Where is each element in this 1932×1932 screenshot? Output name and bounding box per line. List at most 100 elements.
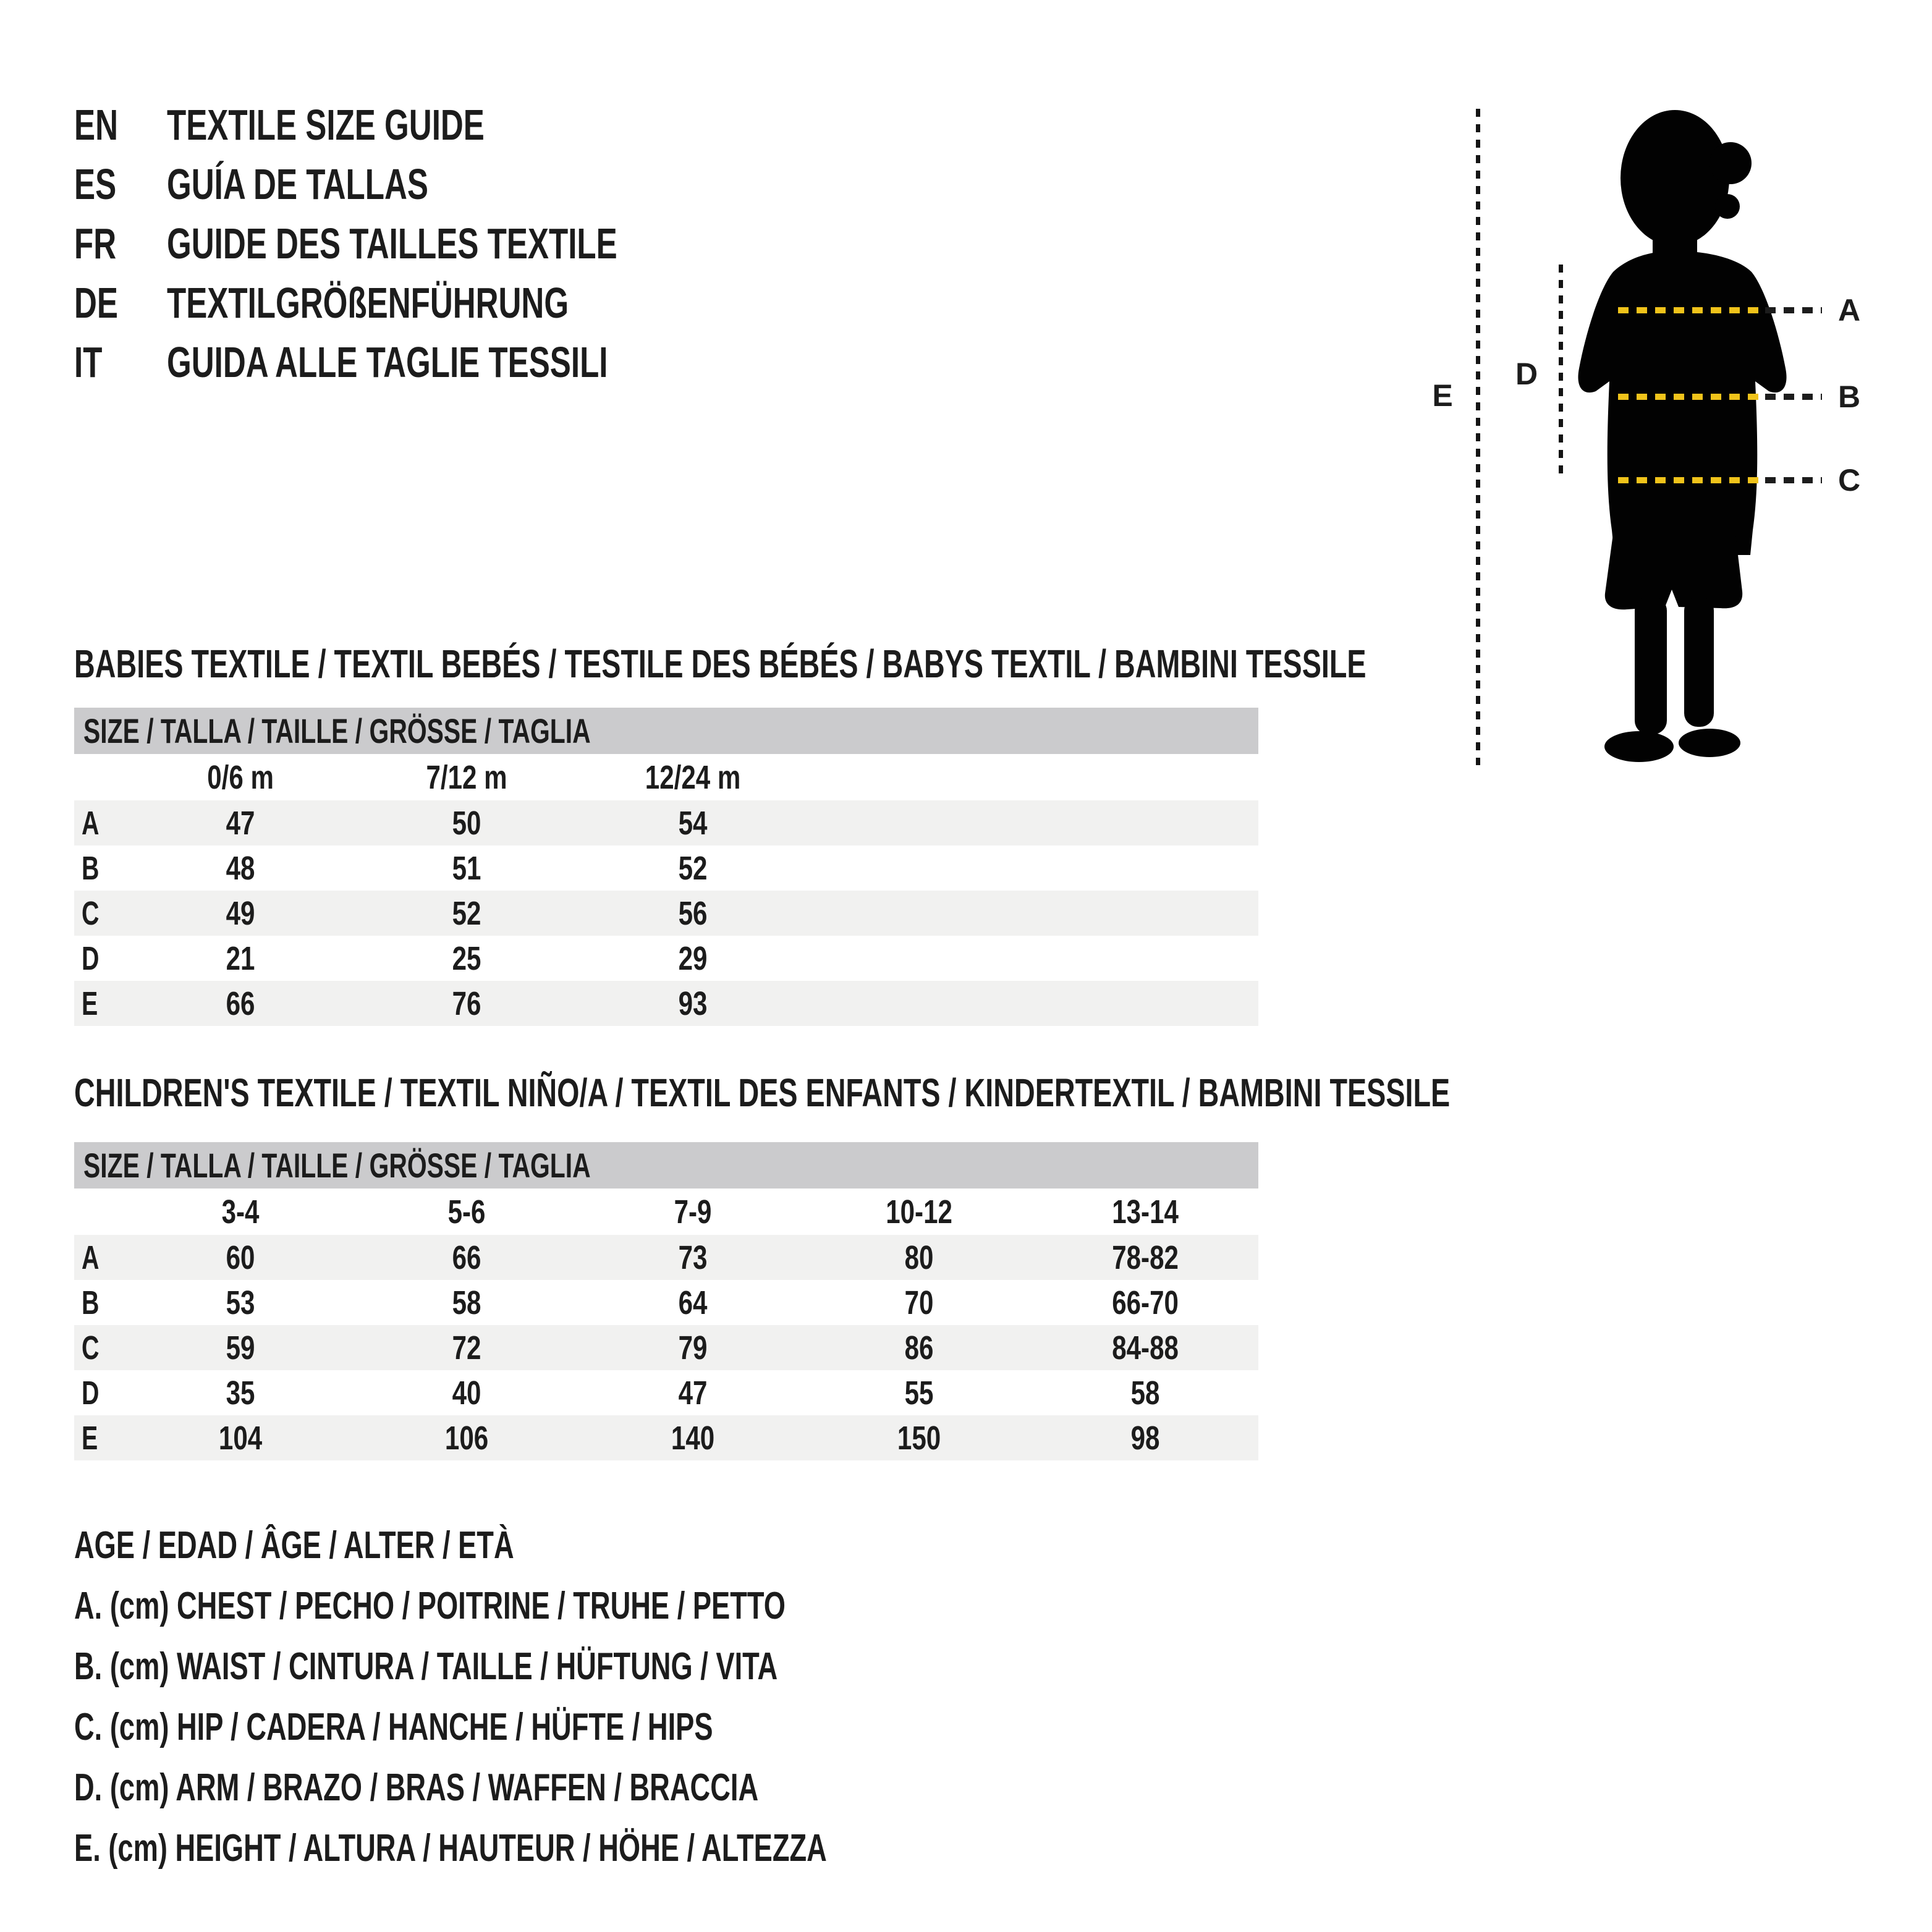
size-header-bar: SIZE / TALLA / TAILLE / GRÖSSE / TAGLIA <box>74 1142 1258 1188</box>
language-code: DE <box>74 279 118 327</box>
column-header: 7/12 m <box>426 758 507 796</box>
cell: 59 <box>226 1329 255 1366</box>
children-size-table: SIZE / TALLA / TAILLE / GRÖSSE / TAGLIA … <box>74 1142 1258 1460</box>
legend-line-age: AGE / EDAD / ÂGE / ALTER / ETÀ <box>74 1524 514 1567</box>
cell: 47 <box>678 1374 708 1412</box>
table-row-d: D 21 25 29 <box>74 936 1258 981</box>
legend-line-chest: A. (cm) CHEST / PECHO / POITRINE / TRUHE… <box>74 1585 786 1627</box>
height-measure-line-e <box>1476 109 1480 765</box>
cell: 58 <box>452 1284 481 1321</box>
babies-section-heading: BABIES TEXTILE / TEXTIL BEBÉS / TESTILE … <box>74 642 1844 686</box>
cell: 52 <box>452 894 481 932</box>
cell: 40 <box>452 1374 481 1412</box>
cell: 58 <box>1130 1374 1160 1412</box>
size-bar-label: SIZE / TALLA / TAILLE / GRÖSSE / TAGLIA <box>83 1146 591 1185</box>
table-row-b: B 53 58 64 70 66-70 <box>74 1280 1258 1325</box>
cell: 79 <box>678 1329 708 1366</box>
table-row-d: D 35 40 47 55 58 <box>74 1370 1258 1415</box>
arm-measure-line-d <box>1559 265 1563 478</box>
cell: 106 <box>445 1419 489 1457</box>
measure-label-d: D <box>1515 357 1538 391</box>
table-row-a: A 60 66 73 80 78-82 <box>74 1235 1258 1280</box>
column-header: 12/24 m <box>645 758 741 796</box>
cell: 25 <box>452 939 481 977</box>
hip-dash-yellow <box>1618 477 1759 483</box>
children-section-heading: CHILDREN'S TEXTILE / TEXTIL NIÑO/A / TEX… <box>74 1070 1932 1115</box>
guide-title-de: TEXTILGRÖßENFÜHRUNG <box>167 279 569 327</box>
table-row-c: C 59 72 79 86 84-88 <box>74 1325 1258 1370</box>
column-header: 5-6 <box>447 1193 486 1231</box>
row-label: D <box>82 1374 100 1412</box>
cell: 50 <box>452 804 481 842</box>
table-row-e: E 104 106 140 150 98 <box>74 1415 1258 1460</box>
children-heading-text: CHILDREN'S TEXTILE / TEXTIL NIÑO/A / TEX… <box>74 1070 1451 1115</box>
size-header-bar: SIZE / TALLA / TAILLE / GRÖSSE / TAGLIA <box>74 708 1258 754</box>
cell: 66 <box>452 1239 481 1276</box>
cell: 51 <box>452 849 481 887</box>
language-code: EN <box>74 101 118 149</box>
column-header: 10-12 <box>886 1193 952 1231</box>
language-code: FR <box>74 219 117 268</box>
cell: 73 <box>678 1239 708 1276</box>
cell: 48 <box>226 849 255 887</box>
column-header: 7-9 <box>674 1193 712 1231</box>
row-label: E <box>82 985 98 1022</box>
row-label: B <box>82 849 100 887</box>
waist-dash-yellow <box>1618 394 1759 400</box>
legend-line-height: E. (cm) HEIGHT / ALTURA / HAUTEUR / HÖHE… <box>74 1827 827 1870</box>
language-row: EN TEXTILE SIZE GUIDE <box>74 95 784 155</box>
legend-line-hip: C. (cm) HIP / CADERA / HANCHE / HÜFTE / … <box>74 1706 713 1748</box>
table-row-c: C 49 52 56 <box>74 891 1258 936</box>
cell: 140 <box>671 1419 715 1457</box>
cell: 53 <box>226 1284 255 1321</box>
chest-dash-dark <box>1765 307 1822 313</box>
legend-line-arm: D. (cm) ARM / BRAZO / BRAS / WAFFEN / BR… <box>74 1766 759 1809</box>
cell: 64 <box>678 1284 708 1321</box>
column-header: 3-4 <box>221 1193 260 1231</box>
cell: 54 <box>678 804 708 842</box>
guide-title-es: GUÍA DE TALLAS <box>167 160 428 208</box>
cell: 49 <box>226 894 255 932</box>
cell: 78-82 <box>1112 1239 1179 1276</box>
babies-size-table: SIZE / TALLA / TAILLE / GRÖSSE / TAGLIA … <box>74 708 1258 1026</box>
table-row-e: E 66 76 93 <box>74 981 1258 1026</box>
table-row-a: A 47 50 54 <box>74 800 1258 845</box>
children-column-header-row: 3-4 5-6 7-9 10-12 13-14 <box>74 1188 1258 1235</box>
measure-label-e: E <box>1432 378 1453 413</box>
language-row: IT GUIDA ALLE TAGLIE TESSILI <box>74 333 784 392</box>
cell: 66-70 <box>1112 1284 1179 1321</box>
measure-label-a: A <box>1837 293 1861 328</box>
guide-title-fr: GUIDE DES TAILLES TEXTILE <box>167 219 617 268</box>
legend-line-waist: B. (cm) WAIST / CINTURA / TAILLE / HÜFTU… <box>74 1645 778 1688</box>
row-label: C <box>82 894 100 932</box>
table-row-b: B 48 51 52 <box>74 845 1258 891</box>
row-label: A <box>82 1239 100 1276</box>
language-row: ES GUÍA DE TALLAS <box>74 155 784 214</box>
cell: 104 <box>219 1419 263 1457</box>
language-code: ES <box>74 160 117 208</box>
hip-dash-dark <box>1765 477 1822 483</box>
column-header: 13-14 <box>1112 1193 1179 1231</box>
guide-title-it: GUIDA ALLE TAGLIE TESSILI <box>167 338 608 386</box>
babies-heading-text: BABIES TEXTILE / TEXTIL BEBÉS / TESTILE … <box>74 642 1366 686</box>
cell: 80 <box>904 1239 934 1276</box>
guide-title-en: TEXTILE SIZE GUIDE <box>167 101 485 149</box>
measure-label-c: C <box>1837 463 1861 498</box>
cell: 60 <box>226 1239 255 1276</box>
cell: 29 <box>678 939 708 977</box>
cell: 86 <box>904 1329 934 1366</box>
cell: 66 <box>226 985 255 1022</box>
cell: 55 <box>904 1374 934 1412</box>
cell: 56 <box>678 894 708 932</box>
cell: 98 <box>1130 1419 1160 1457</box>
row-label: B <box>82 1284 100 1321</box>
size-bar-label: SIZE / TALLA / TAILLE / GRÖSSE / TAGLIA <box>83 711 591 750</box>
babies-column-header-row: 0/6 m 7/12 m 12/24 m <box>74 754 1258 800</box>
language-code: IT <box>74 338 103 386</box>
cell: 35 <box>226 1374 255 1412</box>
measurement-legend: AGE / EDAD / ÂGE / ALTER / ETÀ A. (cm) C… <box>74 1515 1105 1879</box>
row-label: C <box>82 1329 100 1366</box>
cell: 70 <box>904 1284 934 1321</box>
cell: 150 <box>897 1419 941 1457</box>
